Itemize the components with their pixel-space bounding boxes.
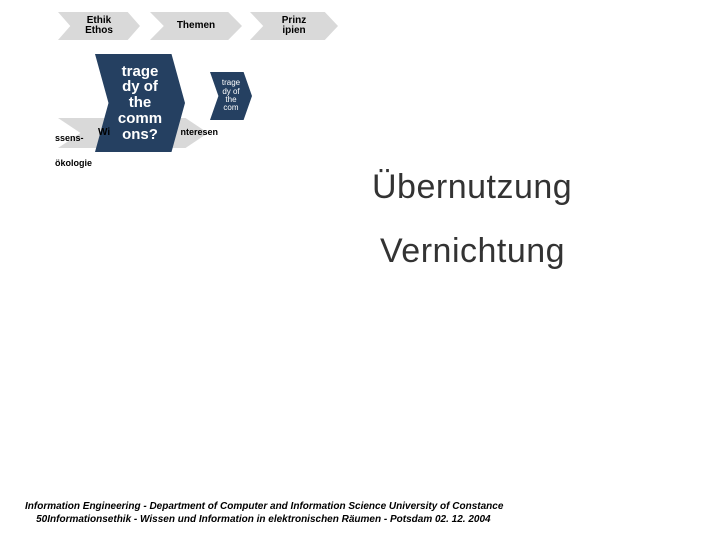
side-label-ssens: ssens- <box>55 133 84 143</box>
dark-fragment-label: trage dy of the com <box>222 79 240 113</box>
footer: Information Engineering - Department of … <box>25 500 705 526</box>
big-word-ubernutzung: Übernutzung <box>372 168 572 207</box>
row2-right-peek-label: nteresen <box>180 128 218 137</box>
top-chevron-ethik: Ethik Ethos <box>58 12 140 40</box>
dark-chevron-tragedy-label: trage dy of the comm ons? <box>118 64 162 143</box>
footer-line2: Informationsethik - Wissen und Informati… <box>47 514 490 525</box>
top-chevron-themen-label: Themen <box>177 21 215 32</box>
top-chevron-ethik-label: Ethik Ethos <box>85 16 113 37</box>
footer-page-number: 50 <box>36 514 47 525</box>
top-chevron-prinzipien-label: Prinz ipien <box>282 16 306 37</box>
footer-line1: Information Engineering - Department of … <box>25 501 503 512</box>
big-word-vernichtung: Vernichtung <box>380 232 565 271</box>
side-label-okologie: ökologie <box>55 158 92 168</box>
top-chevron-prinzipien: Prinz ipien <box>250 12 338 40</box>
top-chevron-themen: Themen <box>150 12 242 40</box>
row2-left-peek-label: Wi <box>98 128 110 139</box>
dark-fragment: trage dy of the com <box>210 72 252 120</box>
